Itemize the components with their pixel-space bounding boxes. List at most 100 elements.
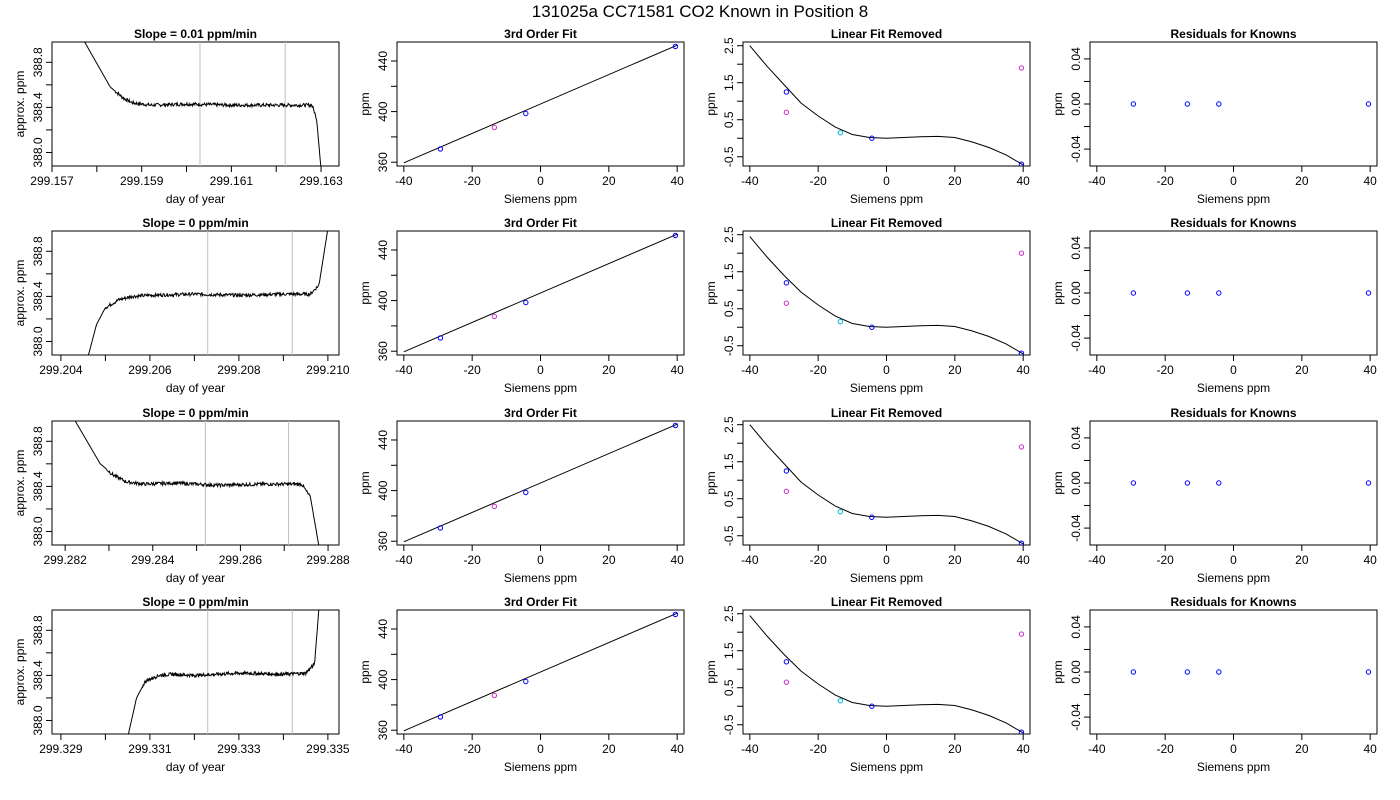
y-tick-label: 0.04: [1069, 236, 1083, 260]
y-tick-label: -0.5: [722, 714, 736, 735]
panel-title: 3rd Order Fit: [504, 595, 577, 609]
x-tick-label: -20: [809, 742, 827, 756]
y-tick-label: 0.04: [1069, 47, 1083, 71]
x-axis-label: day of year: [166, 760, 225, 774]
panel-1-3: Linear Fit Removed -40 -20 0 20 40 -0.5 0.5 1.5 2…: [704, 27, 1031, 206]
x-axis-label: Siemens ppm: [1197, 192, 1270, 206]
x-tick-label: 299.282: [43, 553, 87, 567]
panel-title: Slope = 0.01 ppm/min: [134, 27, 257, 41]
data-point: [491, 313, 498, 320]
x-tick-label: 299.159: [120, 174, 164, 188]
fit-curve: [749, 45, 1024, 166]
x-tick-label: 299.208: [217, 363, 261, 377]
panel-4-2: 3rd Order Fit -40 -20 0 20 40 360 400 440 Siemens…: [358, 595, 685, 774]
x-tick-label: 20: [602, 174, 616, 188]
x-tick-label: 0: [1230, 363, 1237, 377]
data-point: [672, 611, 679, 618]
fit-curve: [749, 236, 1024, 355]
y-tick-label: 388.0: [31, 326, 45, 356]
data-point: [1184, 290, 1191, 296]
y-tick-label: 388.8: [31, 47, 45, 77]
data-point: [523, 110, 529, 117]
data-point: [523, 489, 529, 496]
plot-frame: [1089, 609, 1378, 735]
panel-title: 3rd Order Fit: [504, 27, 577, 41]
panel-1-4: Residuals for Knowns -40 -20 0 20 40 -0.04 0.00…: [1051, 27, 1378, 206]
panel-title: Residuals for Knowns: [1170, 406, 1296, 420]
x-tick-label: 0: [1230, 174, 1237, 188]
y-axis-label: approx. ppm: [13, 71, 27, 138]
x-tick-label: -40: [741, 174, 759, 188]
x-tick-label: -20: [463, 553, 481, 567]
data-point: [837, 508, 844, 515]
ppm-trace: [84, 42, 322, 166]
y-tick-label: 388.0: [31, 137, 45, 167]
plot-area: [403, 422, 679, 543]
data-point: [437, 335, 444, 341]
x-tick-label: 40: [670, 363, 684, 377]
y-tick-label: 388.8: [31, 615, 45, 645]
y-tick-label: 400: [376, 669, 390, 689]
y-tick-label: 388.4: [31, 660, 45, 690]
plot-frame: [1089, 230, 1378, 356]
y-tick-label: -0.5: [722, 525, 736, 546]
x-tick-label: -40: [1088, 363, 1106, 377]
panel-title: Residuals for Knowns: [1170, 595, 1296, 609]
x-tick-label: -20: [1156, 553, 1174, 567]
data-point: [1365, 480, 1372, 486]
x-axis-label: Siemens ppm: [850, 192, 923, 206]
x-axis-label: Siemens ppm: [1197, 571, 1270, 585]
data-point: [837, 697, 844, 704]
plot-area: [127, 610, 320, 734]
x-axis-label: Siemens ppm: [850, 571, 923, 585]
data-point: [869, 135, 875, 141]
x-tick-label: -40: [741, 363, 759, 377]
plot-area: [749, 424, 1025, 545]
x-tick-label: 20: [948, 363, 962, 377]
data-point: [523, 299, 529, 306]
panel-title: Linear Fit Removed: [831, 406, 942, 420]
panel-title: Residuals for Knowns: [1170, 27, 1296, 41]
x-tick-label: 40: [670, 742, 684, 756]
ppm-trace: [87, 231, 329, 355]
x-tick-label: 40: [1016, 363, 1030, 377]
x-tick-label: -40: [1088, 553, 1106, 567]
plot-frame: [51, 420, 340, 546]
x-tick-label: 299.284: [131, 553, 175, 567]
plot-area: [403, 611, 679, 732]
x-tick-label: 299.204: [39, 363, 83, 377]
plot-frame: [51, 41, 340, 167]
panel-title: 3rd Order Fit: [504, 216, 577, 230]
x-tick-label: -20: [809, 553, 827, 567]
y-tick-label: 440: [376, 51, 390, 71]
plot-area: [1130, 290, 1372, 296]
x-tick-label: -20: [1156, 363, 1174, 377]
data-point: [523, 678, 529, 685]
plot-area: [403, 232, 679, 353]
data-point: [1130, 290, 1137, 296]
y-tick-label: 0.5: [722, 300, 736, 317]
plot-area: [84, 42, 322, 166]
x-tick-label: 40: [1363, 742, 1377, 756]
x-tick-label: 20: [602, 363, 616, 377]
data-point: [672, 422, 679, 429]
data-point: [437, 146, 444, 152]
data-point: [672, 43, 679, 50]
x-tick-label: 20: [948, 174, 962, 188]
panel-title: Slope = 0 ppm/min: [142, 595, 248, 609]
data-point: [1018, 631, 1025, 637]
x-tick-label: 20: [948, 742, 962, 756]
x-tick-label: -20: [809, 174, 827, 188]
plot-area: [87, 231, 329, 355]
x-tick-label: 20: [1295, 742, 1309, 756]
x-tick-label: 299.206: [128, 363, 172, 377]
x-tick-label: -40: [395, 363, 413, 377]
panel-3-3: Linear Fit Removed -40 -20 0 20 40 -0.5 0.5 1.5 2…: [704, 406, 1031, 585]
y-tick-label: 2.5: [722, 37, 736, 54]
panel-1-2: 3rd Order Fit -40 -20 0 20 40 360 400 440 Siemens…: [358, 27, 685, 206]
panel-4-3: Linear Fit Removed -40 -20 0 20 40 -0.5 0.5 1.5 2…: [704, 595, 1031, 774]
x-tick-label: -40: [741, 553, 759, 567]
x-tick-label: 299.333: [217, 742, 261, 756]
y-tick-label: 0.5: [722, 490, 736, 507]
x-tick-label: 299.161: [210, 174, 254, 188]
